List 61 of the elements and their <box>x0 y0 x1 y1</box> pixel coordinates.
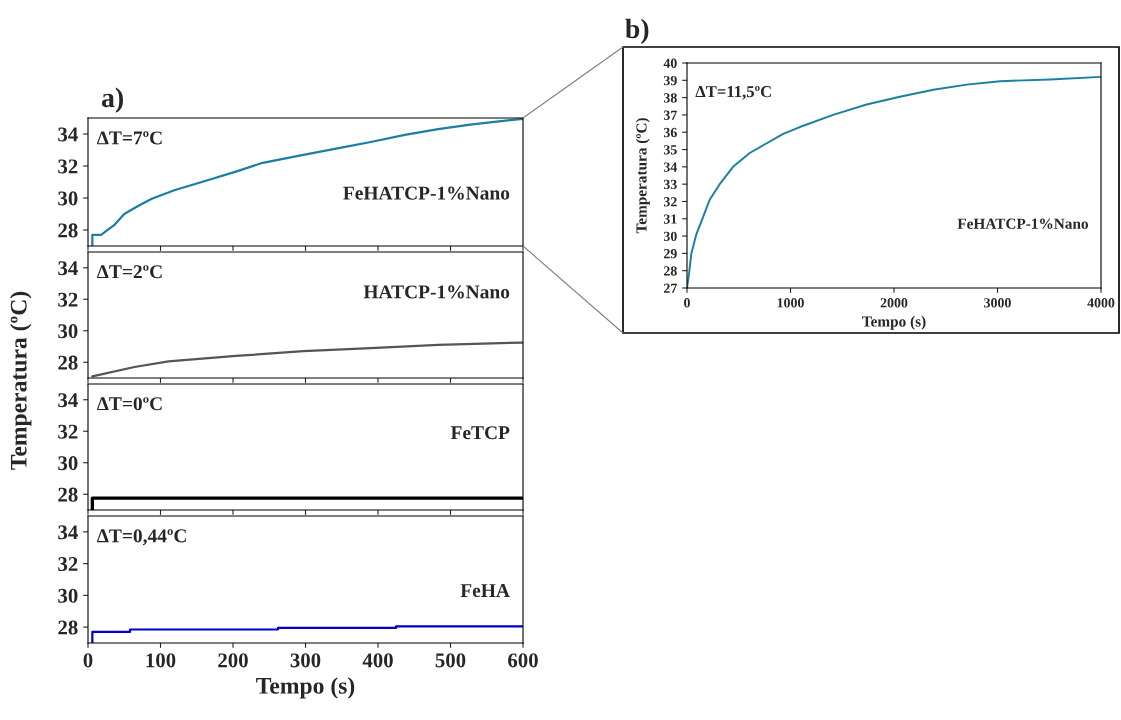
y-tick-label: 37 <box>663 110 677 120</box>
x-tick-label: 400 <box>362 653 393 668</box>
y-tick-label: 34 <box>58 393 78 408</box>
x-tick-label: 0 <box>83 653 93 668</box>
x-tick-label: 500 <box>435 653 466 668</box>
x-tick-label: 1000 <box>777 298 804 308</box>
y-tick-label: 31 <box>663 214 677 224</box>
y-tick-label: 34 <box>58 127 78 142</box>
annotation: FeHATCP-1%Nano <box>343 186 510 200</box>
y-tick-label: 28 <box>58 223 78 238</box>
x-axis-title: Tempo (s) <box>862 315 926 330</box>
x-tick-label: 200 <box>218 653 248 668</box>
y-tick-label: 30 <box>663 231 677 242</box>
y-tick-label: 40 <box>663 58 677 68</box>
annotation: ΔT=0ºC <box>96 397 162 411</box>
annotation: FeTCP <box>450 426 510 440</box>
y-tick-label: 32 <box>663 197 677 207</box>
annotation: HATCP-1%Nano <box>363 285 510 299</box>
y-tick-label: 32 <box>58 557 78 572</box>
annotation: ΔT=7ºC <box>96 131 162 145</box>
x-tick-label: 3000 <box>984 298 1011 308</box>
y-tick-label: 34 <box>663 162 678 172</box>
chart-title: a) <box>101 87 123 113</box>
y-tick-label: 38 <box>663 93 677 103</box>
y-tick-label: 32 <box>58 292 78 307</box>
y-tick-label: 28 <box>58 355 78 370</box>
y-tick-label: 30 <box>58 588 78 603</box>
y-tick-label: 36 <box>663 127 677 138</box>
y-tick-label: 30 <box>58 324 78 339</box>
x-tick-label: 2000 <box>880 298 908 308</box>
x-tick-label: 0 <box>684 298 690 308</box>
y-tick-label: 39 <box>663 75 677 86</box>
line-series <box>91 625 523 643</box>
x-tick-label: 600 <box>508 653 538 668</box>
y-tick-label: 28 <box>663 266 677 276</box>
y-tick-label: 28 <box>58 620 78 635</box>
x-tick-label: 4000 <box>1087 298 1115 308</box>
annotation: ΔT=11,5ºC <box>695 85 771 100</box>
y-tick-label: 35 <box>663 145 677 155</box>
y-tick-label: 34 <box>58 261 78 276</box>
y-tick-label: 30 <box>58 456 78 471</box>
y-tick-label: 27 <box>663 283 677 293</box>
y-tick-label: 32 <box>58 159 78 174</box>
y-tick-label: 33 <box>663 179 677 190</box>
annotation: FeHATCP-1%Nano <box>957 218 1088 229</box>
y-axis-title: Temperatura (ºC) <box>635 118 650 234</box>
y-tick-label: 29 <box>663 249 677 259</box>
annotation: FeHA <box>460 584 510 598</box>
y-tick-label: 30 <box>58 191 78 206</box>
x-tick-label: 300 <box>290 653 321 668</box>
y-tick-label: 32 <box>58 424 78 439</box>
x-tick-label: 100 <box>146 653 176 668</box>
annotation: ΔT=0,44ºC <box>96 529 186 546</box>
y-axis-title: Temperatura (ºC) <box>10 291 32 470</box>
y-tick-label: 28 <box>58 487 78 502</box>
annotation: ΔT=2ºC <box>96 265 162 279</box>
line-series <box>91 118 523 246</box>
chart-title: b) <box>625 18 649 44</box>
y-tick-label: 34 <box>58 525 78 540</box>
line-series <box>91 341 523 378</box>
x-axis-title: Tempo (s) <box>256 677 355 699</box>
